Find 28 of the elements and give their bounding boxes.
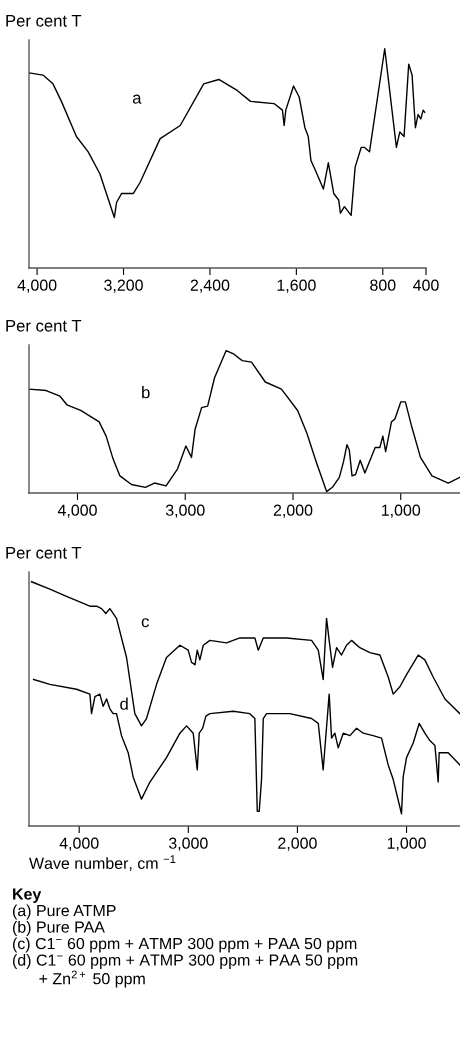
x-tick-label: 4,000 xyxy=(57,504,97,518)
x-tick-label: 4,000 xyxy=(59,837,99,851)
x-tick-label: 2,000 xyxy=(278,837,317,851)
x-tick-label: 1,000 xyxy=(381,504,421,518)
x-tick-label: 2,400 xyxy=(190,279,230,293)
text: (d) C1$^{−}$ 60 ppm + ATMP 300 ppm + PAA 50 ppm xyxy=(12,954,358,969)
x-tick-label: 1,600 xyxy=(277,279,316,293)
text: (c) C1$^{−}$ 60 ppm + ATMP 300 ppm + PAA 50 ppm xyxy=(12,937,357,953)
series-label: d xyxy=(120,697,128,710)
x-tick-label: 2,000 xyxy=(273,504,313,518)
text: + Zn$^{2+}$ 50 ppm xyxy=(39,970,145,988)
text: Key xyxy=(13,888,42,903)
x-tick-label: 3,200 xyxy=(104,279,143,293)
x-tick-label: 3,000 xyxy=(168,837,208,851)
y-axis-title: Per cent T xyxy=(6,547,82,559)
x-axis-title: Wave number, cm $^{−1}$ xyxy=(29,855,176,871)
x-tick-label: 4,000 xyxy=(17,279,57,293)
text: (b) Pure PAA xyxy=(12,921,105,936)
series-label: c xyxy=(141,618,149,628)
y-axis-title: Per cent T xyxy=(6,320,82,332)
y-axis-title: Per cent T xyxy=(6,15,82,27)
x-tick-label: 1,000 xyxy=(387,837,426,851)
text: a xyxy=(132,94,142,104)
x-tick-label: 800 xyxy=(370,279,396,291)
text: (a) Pure ATMP xyxy=(12,904,116,920)
x-tick-label: 400 xyxy=(413,279,439,291)
text: b xyxy=(142,386,150,399)
x-tick-label: 3,000 xyxy=(165,504,205,518)
